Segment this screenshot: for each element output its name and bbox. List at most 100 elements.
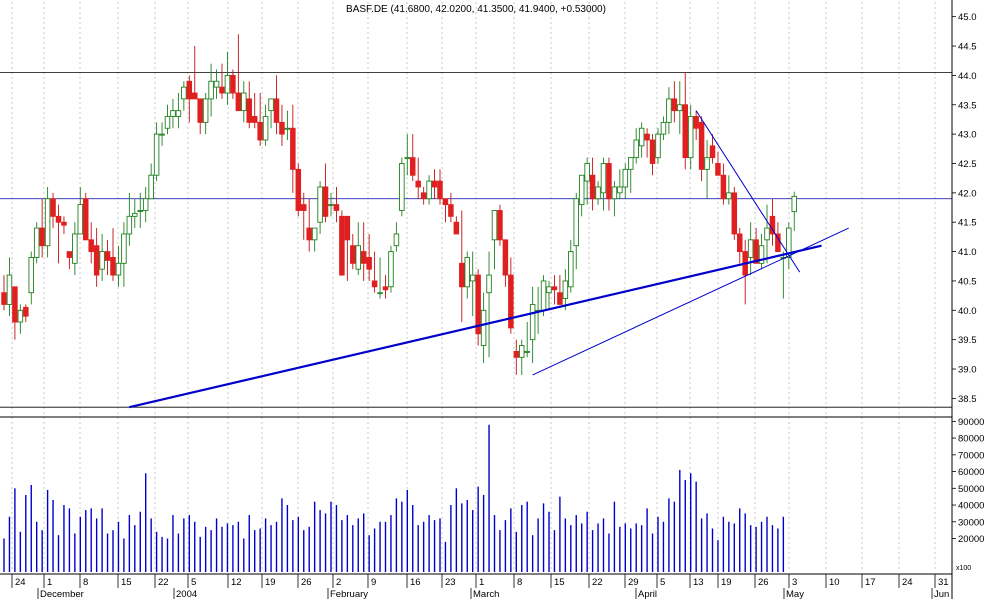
candle-93 [508,257,514,334]
candle-65 [355,222,362,276]
price-axis: 45.0 44.5 44.0 43.5 43.0 42.5 42.0 41.5 41.0 40.5… [952,12,977,405]
day-label-9: 2 [336,577,341,588]
price-tick-label-3: 43.5 [958,100,977,111]
candle-110 [600,157,607,211]
candle-133 [726,175,732,205]
candle-1 [6,257,13,317]
price-tick-label-9: 40.5 [958,276,977,287]
volume-axis: 90000 80000 70000 60000 50000 40000 30000 20000… [952,417,984,572]
candle-128 [698,116,705,182]
candle-90 [491,210,498,270]
candle-126 [687,104,694,170]
candle-97 [529,286,536,364]
month-label-3: March [473,589,499,599]
candle-27 [148,163,154,200]
candle-40 [219,63,225,99]
day-label-22: 3 [792,577,797,588]
month-label-6: Jun [934,589,949,599]
candle-46 [251,93,258,129]
trendline-0 [129,244,822,409]
day-label-12: 23 [445,577,456,588]
candle-36 [197,98,203,135]
candle-26 [142,186,149,223]
candle-142 [775,222,781,253]
candle-78 [426,175,432,205]
candle-87 [475,269,481,346]
candle-47 [257,93,263,146]
trendline-layer [129,110,849,409]
candle-42 [230,69,236,99]
volume-tick-label-4: 50000 [958,484,984,495]
candle-48 [262,104,269,146]
candle-41 [224,51,231,105]
candle-76 [415,157,421,199]
candle-11 [61,216,67,234]
candle-68 [371,251,378,293]
candle-0 [1,275,7,311]
candle-58 [317,181,323,234]
candle-19 [104,239,111,276]
price-tick-label-6: 42.0 [958,188,977,199]
candle-86 [469,251,476,317]
candle-45 [246,81,252,129]
candle-70 [382,275,389,299]
candle-28 [153,122,160,182]
candle-112 [611,181,618,217]
month-label-2: February [330,589,368,599]
volume-tick-label-3: 60000 [958,467,984,478]
day-label-21: 26 [758,577,769,588]
candle-66 [360,222,367,281]
candle-130 [709,134,716,164]
candle-124 [677,81,683,135]
candle-25 [137,192,143,229]
candle-105 [573,192,580,270]
candle-61 [333,186,340,223]
candle-144 [786,222,792,270]
candle-114 [622,163,629,199]
candle-13 [72,222,78,276]
candle-16 [88,222,94,264]
price-tick-label-7: 41.5 [958,218,977,229]
candle-43 [235,34,242,112]
candle-71 [388,245,394,293]
candle-69 [377,257,383,299]
candle-119 [649,134,656,176]
candle-51 [279,104,285,146]
day-label-25: 24 [902,577,913,588]
candle-38 [208,63,214,117]
month-label-1: 2004 [176,589,197,599]
grid-layer [11,2,936,572]
day-label-2: 8 [83,577,88,588]
candle-63 [344,215,351,281]
candle-23 [126,192,133,246]
day-label-15: 15 [554,577,565,588]
candle-32 [175,93,182,129]
candle-67 [366,233,372,281]
candle-98 [535,286,541,334]
candle-140 [764,204,770,264]
candle-102 [557,275,563,305]
day-label-4: 22 [158,577,169,588]
candle-137 [747,222,754,276]
candle-81 [442,198,449,223]
price-tick-label-5: 42.5 [958,159,977,170]
price-tick-label-8: 41.0 [958,247,977,258]
candle-134 [731,186,738,240]
volume-tick-label-1: 80000 [958,434,984,445]
candle-6 [33,222,40,264]
candle-9 [50,192,56,229]
volume-layer [3,424,785,572]
price-tick-label-13: 38.5 [958,394,977,405]
candle-29 [159,122,165,146]
candle-57 [311,227,318,252]
candle-4 [23,304,29,323]
candle-104 [568,239,574,293]
candle-115 [628,157,634,193]
candle-8 [44,186,51,258]
volume-tick-label-7: 20000 [958,534,984,545]
candle-103 [562,269,569,311]
candle-35 [191,46,198,100]
trendline-1 [532,227,849,376]
